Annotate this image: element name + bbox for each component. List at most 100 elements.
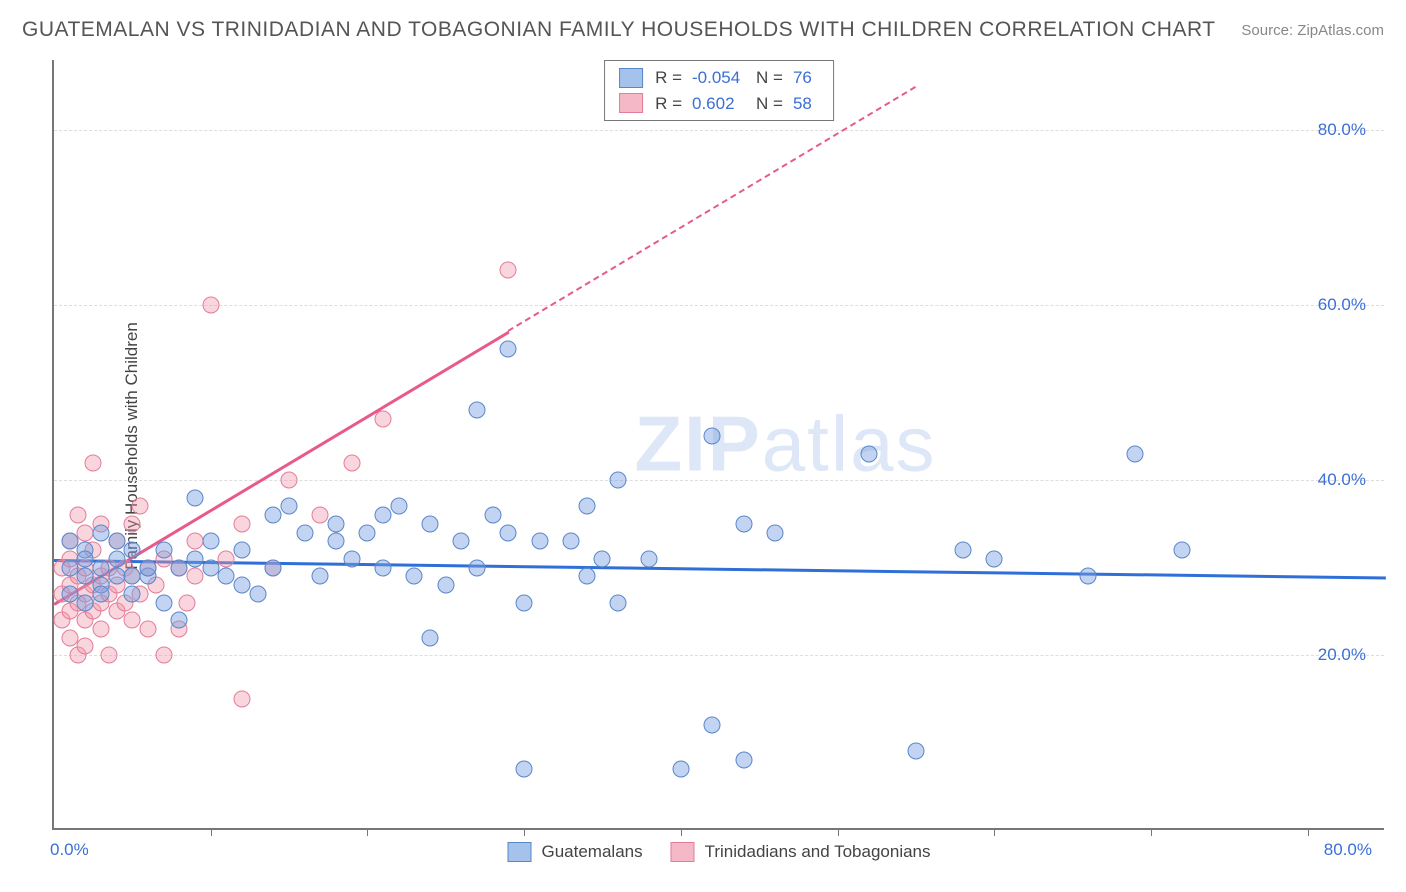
data-point: [375, 507, 392, 524]
r-value: -0.054: [692, 65, 746, 91]
data-point: [187, 550, 204, 567]
data-point: [578, 568, 595, 585]
data-point: [516, 594, 533, 611]
data-point: [860, 445, 877, 462]
data-point: [986, 550, 1003, 567]
x-tick: [367, 828, 368, 836]
data-point: [1080, 568, 1097, 585]
data-point: [218, 568, 235, 585]
gridline: [54, 130, 1384, 131]
data-point: [375, 559, 392, 576]
data-point: [500, 262, 517, 279]
data-point: [704, 428, 721, 445]
data-point: [218, 550, 235, 567]
data-point: [155, 647, 172, 664]
data-point: [171, 559, 188, 576]
data-point: [1174, 542, 1191, 559]
data-point: [437, 577, 454, 594]
gridline: [54, 480, 1384, 481]
data-point: [531, 533, 548, 550]
y-tick-label: 40.0%: [1318, 470, 1366, 490]
stats-row: R = 0.602 N = 58: [619, 91, 819, 117]
data-point: [202, 533, 219, 550]
data-point: [140, 559, 157, 576]
data-point: [406, 568, 423, 585]
data-point: [594, 550, 611, 567]
n-label: N =: [756, 91, 783, 117]
legend-swatch: [671, 842, 695, 862]
stats-row: R = -0.054 N = 76: [619, 65, 819, 91]
legend-swatch: [507, 842, 531, 862]
watermark: ZIPatlas: [634, 399, 936, 490]
data-point: [202, 297, 219, 314]
watermark-rest: atlas: [762, 400, 937, 488]
data-point: [735, 752, 752, 769]
data-point: [77, 568, 94, 585]
data-point: [453, 533, 470, 550]
data-point: [704, 717, 721, 734]
data-point: [187, 489, 204, 506]
legend-item: Trinidadians and Tobagonians: [671, 842, 931, 862]
data-point: [343, 454, 360, 471]
data-point: [124, 585, 141, 602]
data-point: [281, 498, 298, 515]
n-value: 76: [793, 65, 819, 91]
scatter-plot-area: ZIPatlas R = -0.054 N = 76 R = 0.602 N =…: [52, 60, 1384, 830]
x-axis-max-label: 80.0%: [1324, 840, 1372, 860]
data-point: [312, 507, 329, 524]
data-point: [93, 585, 110, 602]
data-point: [610, 472, 627, 489]
legend-label: Guatemalans: [541, 842, 642, 862]
data-point: [61, 629, 78, 646]
data-point: [422, 515, 439, 532]
data-point: [234, 690, 251, 707]
data-point: [77, 550, 94, 567]
data-point: [735, 515, 752, 532]
data-point: [766, 524, 783, 541]
data-point: [108, 550, 125, 567]
r-value: 0.602: [692, 91, 746, 117]
legend-label: Trinidadians and Tobagonians: [705, 842, 931, 862]
data-point: [85, 454, 102, 471]
x-tick: [1151, 828, 1152, 836]
data-point: [93, 559, 110, 576]
chart-legend: Guatemalans Trinidadians and Tobagonians: [507, 842, 930, 862]
data-point: [500, 524, 517, 541]
data-point: [328, 515, 345, 532]
data-point: [954, 542, 971, 559]
data-point: [328, 533, 345, 550]
data-point: [100, 647, 117, 664]
data-point: [312, 568, 329, 585]
data-point: [187, 533, 204, 550]
data-point: [108, 568, 125, 585]
x-axis-min-label: 0.0%: [50, 840, 89, 860]
data-point: [155, 594, 172, 611]
data-point: [265, 559, 282, 576]
chart-title: GUATEMALAN VS TRINIDADIAN AND TOBAGONIAN…: [22, 18, 1216, 42]
gridline: [54, 655, 1384, 656]
y-tick-label: 60.0%: [1318, 295, 1366, 315]
regression-line: [54, 559, 1386, 579]
r-label: R =: [655, 65, 682, 91]
data-point: [77, 594, 94, 611]
data-point: [343, 550, 360, 567]
data-point: [484, 507, 501, 524]
data-point: [124, 568, 141, 585]
n-value: 58: [793, 91, 819, 117]
data-point: [61, 533, 78, 550]
x-tick: [838, 828, 839, 836]
data-point: [61, 559, 78, 576]
data-point: [93, 524, 110, 541]
data-point: [390, 498, 407, 515]
data-point: [93, 620, 110, 637]
data-point: [672, 760, 689, 777]
data-point: [108, 533, 125, 550]
data-point: [281, 472, 298, 489]
source-attribution: Source: ZipAtlas.com: [1241, 22, 1384, 39]
data-point: [641, 550, 658, 567]
y-tick-label: 20.0%: [1318, 645, 1366, 665]
data-point: [375, 410, 392, 427]
data-point: [124, 612, 141, 629]
source-name: ZipAtlas.com: [1297, 22, 1384, 39]
data-point: [500, 340, 517, 357]
